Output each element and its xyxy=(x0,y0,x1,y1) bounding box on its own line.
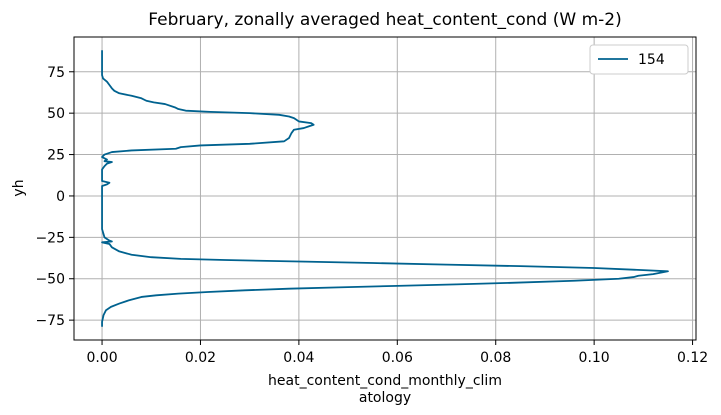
x-tick-label: 0.02 xyxy=(185,350,216,366)
y-tick-label: −75 xyxy=(35,313,65,329)
y-tick-label: −50 xyxy=(35,272,65,288)
y-tick-label: 25 xyxy=(47,148,65,164)
x-tick-label: 0.08 xyxy=(480,350,511,366)
x-axis-label-line-2: atology xyxy=(359,390,411,406)
series-line-154 xyxy=(101,50,669,327)
y-tick-label: −25 xyxy=(35,230,65,246)
x-tick-label: 0.06 xyxy=(382,350,413,366)
x-tick-label: 0.10 xyxy=(579,350,610,366)
y-tick-label: 0 xyxy=(56,189,65,205)
chart-title: February, zonally averaged heat_content_… xyxy=(148,10,621,30)
x-tick-label: 0.04 xyxy=(283,350,314,366)
y-axis-ticks: −75 −50 −25 0 25 50 75 xyxy=(35,65,74,329)
legend-label: 154 xyxy=(638,52,665,68)
grid-lines xyxy=(74,37,696,340)
y-tick-label: 75 xyxy=(47,65,65,81)
x-axis-label-line-1: heat_content_cond_monthly_clim xyxy=(268,373,502,389)
x-tick-label: 0.12 xyxy=(677,350,708,366)
y-tick-label: 50 xyxy=(47,106,65,122)
legend-box xyxy=(589,44,689,75)
legend: 154 xyxy=(589,44,689,75)
x-tick-label: 0.00 xyxy=(86,350,117,366)
y-axis-label: yh xyxy=(11,179,27,196)
x-axis-ticks: 0.00 0.02 0.04 0.06 0.08 0.10 0.12 xyxy=(86,340,708,366)
plot-frame xyxy=(73,36,697,341)
